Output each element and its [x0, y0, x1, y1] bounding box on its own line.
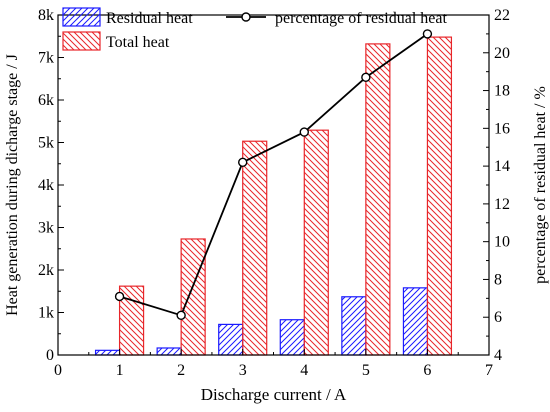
bar-total-heat	[365, 43, 391, 356]
percentage-point	[114, 291, 125, 302]
y2-tick-label: 10	[494, 234, 510, 251]
bar-total-heat	[242, 140, 268, 356]
legend-swatch-residual-heat	[62, 7, 101, 27]
x-tick-label: 7	[485, 362, 493, 379]
bar-residual-heat	[402, 287, 429, 356]
y-tick-label: 5k	[38, 135, 54, 152]
y2-tick-label: 12	[494, 196, 510, 213]
bar-residual-heat	[218, 323, 244, 356]
legend-swatch-total-heat	[62, 31, 101, 51]
x-tick-label: 0	[54, 362, 62, 379]
bar-total-heat	[426, 36, 453, 356]
x-tick-label: 5	[362, 362, 370, 379]
y-axis-title: Heat generation during dicharge stage / …	[4, 54, 21, 316]
legend: Residual heat Total heat percentage of r…	[62, 7, 447, 51]
legend-label-total-heat: Total heat	[106, 34, 170, 51]
x-axis-title: Discharge current / A	[201, 385, 347, 404]
y-tick-label: 1k	[38, 305, 54, 322]
y2-tick-label: 18	[494, 83, 510, 100]
percentage-point	[238, 157, 248, 168]
bar-total-heat	[180, 238, 206, 356]
percentage-line	[119, 33, 428, 317]
y2-axis-title: percentage of residual heat / %	[532, 86, 549, 284]
legend-label-percentage: percentage of residual heat	[275, 10, 447, 27]
y2-tick-label: 4	[494, 347, 502, 364]
percentage-point	[176, 310, 186, 321]
percentage-point	[299, 127, 309, 137]
bar-residual-heat	[156, 347, 182, 356]
y-tick-label: 6k	[38, 92, 54, 109]
y2-tick-label: 22	[494, 7, 510, 24]
y-tick-label: 4k	[38, 177, 54, 194]
percentage-point	[422, 29, 433, 39]
y-axis-left: 0 1k 2k 3k 4k 5k 6k 7k 8k	[38, 7, 64, 364]
y-tick-label: 3k	[38, 220, 54, 237]
y-tick-label: 2k	[38, 262, 54, 279]
y-tick-label: 7k	[38, 50, 54, 67]
y-tick-label: 0	[46, 347, 54, 364]
x-tick-label: 4	[300, 362, 308, 379]
line-layer	[114, 29, 433, 321]
y-axis-right: 4 6 8 10 12 14 16 18 20 22	[483, 7, 510, 364]
y-tick-label: 8k	[38, 7, 54, 24]
percentage-point	[361, 72, 371, 83]
legend-label-residual-heat: Residual heat	[106, 10, 193, 27]
y2-tick-label: 6	[494, 309, 502, 326]
bar-residual-heat	[341, 296, 367, 356]
x-tick-label: 1	[116, 362, 124, 379]
y2-tick-label: 8	[494, 271, 502, 288]
x-tick-label: 3	[239, 362, 247, 379]
y2-tick-label: 16	[494, 120, 510, 137]
bar-residual-heat	[279, 319, 305, 356]
y2-tick-label: 14	[494, 158, 510, 175]
bar-residual-heat	[94, 349, 121, 356]
x-tick-label: 6	[423, 362, 431, 379]
bar-total-heat	[303, 129, 329, 356]
x-axis: 0 1 2 3 4 5 6 7	[54, 349, 493, 379]
bars-layer	[94, 36, 453, 356]
x-tick-label: 2	[177, 362, 185, 379]
legend-swatch-percentage-marker	[241, 12, 251, 22]
y2-tick-label: 20	[494, 45, 510, 62]
